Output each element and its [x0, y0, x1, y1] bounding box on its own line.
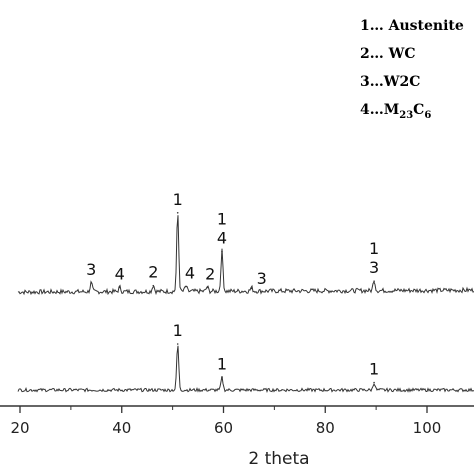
x-tick-label: 100: [413, 419, 442, 437]
legend-name: M: [384, 102, 400, 118]
peak-label: 1: [369, 360, 379, 379]
legend-name-tail: C: [413, 102, 424, 118]
peak-label: 3: [369, 258, 379, 277]
legend-entry: 3…W2C: [360, 74, 420, 90]
peak-label: 3: [86, 260, 96, 279]
legend-number: 2: [360, 46, 370, 62]
peak-point: [221, 250, 223, 253]
peak-label: 1: [173, 190, 183, 209]
peak-label: 1: [369, 239, 379, 258]
legend-separator: …: [370, 18, 384, 34]
peak-point: [90, 282, 93, 284]
series-layer: [17, 212, 474, 393]
legend-entry: 2… WC: [360, 46, 416, 62]
x-tick-label: 80: [316, 419, 335, 437]
peak-point: [176, 343, 179, 345]
x-tick-label: 60: [214, 419, 233, 437]
peak-label: 2: [148, 263, 158, 282]
legend-separator: …: [370, 102, 384, 118]
legend-subscript: 23: [399, 110, 413, 121]
legend-number: 1: [360, 18, 370, 34]
peak-point: [221, 376, 223, 379]
x-tick-label: 20: [10, 419, 29, 437]
peak-point: [373, 280, 375, 283]
peak-point: [206, 286, 209, 289]
x-tick-label: 40: [112, 419, 131, 437]
peak-point: [250, 287, 253, 290]
legend-entry: 1… Austenite: [360, 18, 464, 34]
peak-label: 1: [217, 355, 227, 374]
legend-name: W2C: [383, 74, 421, 90]
peak-label: 3: [257, 269, 267, 288]
peak-label: 1: [173, 321, 183, 340]
peak-label: 1: [217, 210, 227, 229]
peak-point: [152, 284, 155, 287]
peak-point: [373, 381, 375, 384]
legend-number: 3: [360, 74, 370, 90]
legend-number: 4: [360, 102, 370, 118]
x-axis-title: 2 theta: [248, 449, 309, 469]
peak-point: [176, 212, 179, 214]
peak-label: 4: [185, 264, 195, 283]
x-axis: 20 40 60 80 100 2 theta: [0, 405, 474, 469]
peak-label: 2: [205, 265, 215, 284]
peak-label: 4: [115, 265, 125, 284]
peak-label: 4: [217, 229, 227, 248]
legend-separator: …: [370, 46, 384, 62]
legend-name: Austenite: [384, 18, 464, 34]
peak-point: [118, 286, 121, 289]
xrd-trace-1: [17, 215, 474, 296]
legend-entry: 4…M23C6: [360, 102, 431, 121]
legend-name: WC: [384, 46, 416, 62]
xrd-trace-2: [17, 345, 474, 393]
legend-separator: …: [370, 74, 384, 90]
legend-subscript: 6: [424, 110, 431, 121]
x-ticks: 20 40 60 80 100: [10, 406, 441, 437]
peak-point: [185, 285, 187, 288]
